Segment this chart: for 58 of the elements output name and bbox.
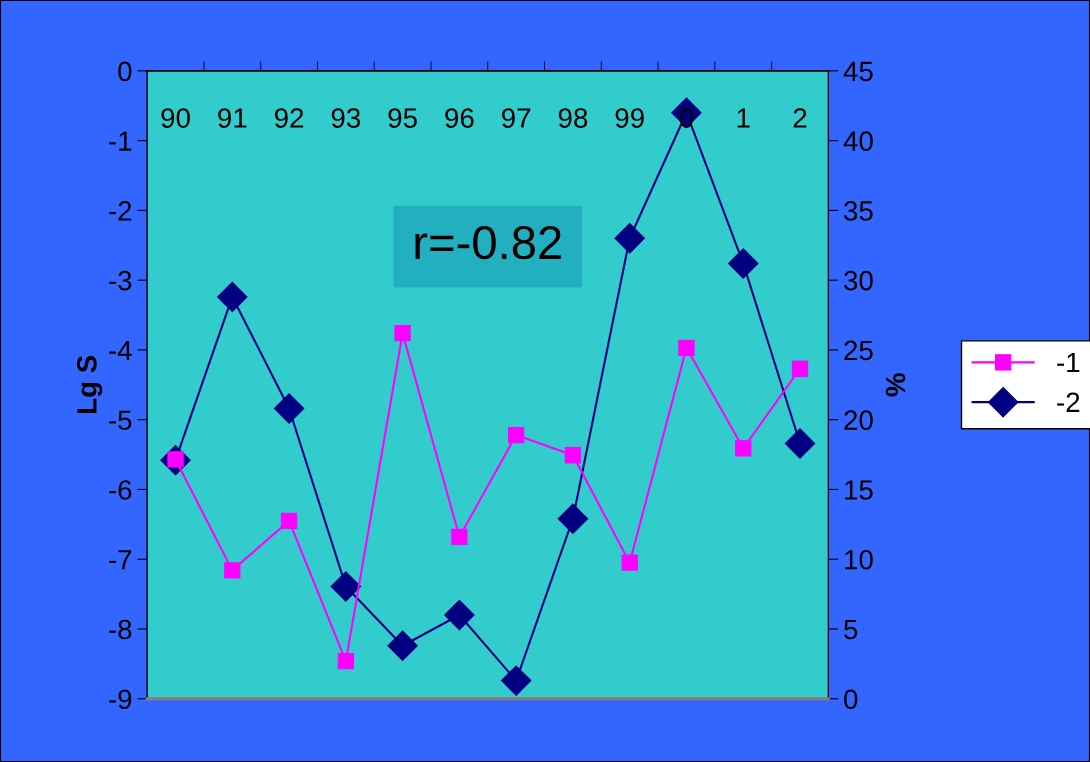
annotation: r=-0.82 <box>415 225 561 260</box>
x-tick-label: 96 <box>445 108 474 128</box>
y-tick-label: -9 <box>109 689 132 710</box>
y-tick-label: -5 <box>109 410 132 431</box>
x-tick-label: 90 <box>161 108 190 128</box>
x-tick-label: 99 <box>615 108 644 128</box>
legend-label: -1 <box>1057 352 1080 373</box>
y2-tick-label: 20 <box>844 410 873 431</box>
point <box>217 281 248 313</box>
point <box>500 665 532 696</box>
y-tick-label: -8 <box>109 619 132 640</box>
point <box>444 599 475 631</box>
y2-tick-label: 0 <box>844 689 858 710</box>
point <box>678 339 695 356</box>
point <box>330 571 362 602</box>
x-tick-label: 93 <box>331 108 361 128</box>
x-tick-label: 0 <box>679 108 694 128</box>
point <box>621 554 638 571</box>
x-tick-label: 95 <box>388 108 417 128</box>
point <box>280 512 298 530</box>
y2-tick-label: 40 <box>843 131 873 151</box>
y-tick-label: -7 <box>109 550 132 570</box>
point <box>337 652 355 670</box>
y-tick-label: -1 <box>109 131 132 151</box>
point <box>564 447 582 464</box>
x-tick-label: 92 <box>274 108 304 128</box>
y2-tick-label: 10 <box>845 549 873 570</box>
point <box>273 393 305 424</box>
x-tick-label: 1 <box>737 108 750 128</box>
y2-tick-label: 30 <box>844 270 873 291</box>
y-tick-label: 0 <box>118 61 132 82</box>
y2-tick-label: 15 <box>845 480 873 500</box>
y2-tick-label: 25 <box>844 340 873 361</box>
x-tick-label: 98 <box>558 108 588 128</box>
y-tick-label: -2 <box>109 201 132 221</box>
y2-tick-label: 5 <box>844 619 858 640</box>
point <box>791 360 809 377</box>
y2-tick-label: 35 <box>844 201 873 221</box>
y-tick-label: -4 <box>109 340 132 360</box>
point <box>727 248 759 279</box>
point <box>508 426 525 444</box>
point <box>387 630 418 661</box>
legend-label: -2 <box>1057 392 1080 412</box>
point <box>557 503 589 535</box>
point <box>784 428 816 459</box>
point <box>394 325 411 342</box>
point <box>614 223 645 254</box>
y-tick-label: -3 <box>109 270 132 291</box>
y-axis-title: Lg S <box>77 355 103 414</box>
point <box>451 528 468 546</box>
y2-tick-label: 45 <box>843 61 873 82</box>
y-tick-label: -6 <box>109 480 132 500</box>
point <box>735 440 752 457</box>
x-tick-label: 91 <box>218 108 247 128</box>
y2-axis-title: % <box>885 373 906 397</box>
x-tick-label: 2 <box>793 108 807 128</box>
point <box>224 562 241 579</box>
x-tick-label: 97 <box>502 108 531 128</box>
